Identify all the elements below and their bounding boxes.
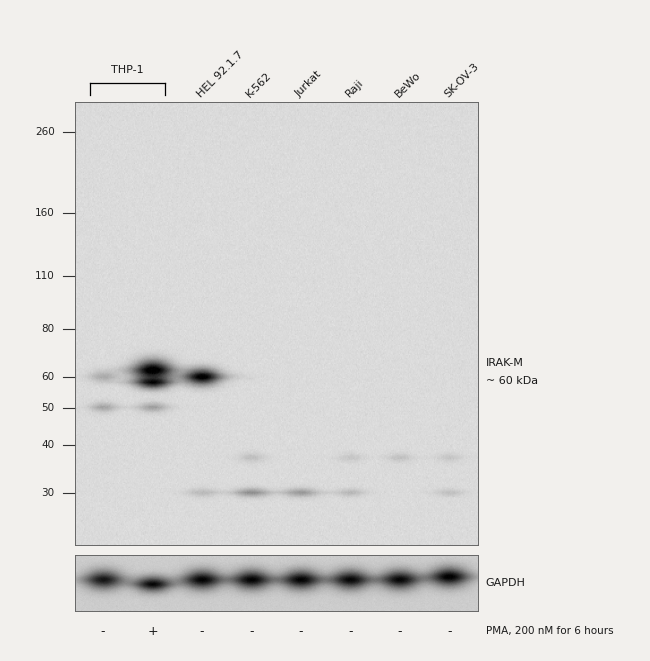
Text: BeWo: BeWo [393,69,422,99]
Text: 110: 110 [35,271,55,281]
Text: IRAK-M: IRAK-M [486,358,523,368]
Text: -: - [200,625,204,638]
Text: Raji: Raji [343,77,365,99]
Text: ~ 60 kDa: ~ 60 kDa [486,375,538,385]
Text: 60: 60 [42,372,55,382]
Text: 50: 50 [42,403,55,413]
Text: 160: 160 [35,208,55,218]
Text: HEL 92.1.7: HEL 92.1.7 [195,49,245,99]
Text: GAPDH: GAPDH [486,578,525,588]
Text: 40: 40 [42,440,55,450]
Text: THP-1: THP-1 [111,65,144,75]
Text: -: - [249,625,254,638]
Text: PMA, 200 nM for 6 hours: PMA, 200 nM for 6 hours [486,626,613,637]
Text: 30: 30 [42,488,55,498]
Text: -: - [101,625,105,638]
Text: 260: 260 [35,127,55,137]
Text: -: - [447,625,452,638]
Text: Jurkat: Jurkat [294,69,324,99]
Text: SK-OV-3: SK-OV-3 [443,61,480,99]
Text: -: - [398,625,402,638]
Text: -: - [299,625,304,638]
Text: K-562: K-562 [244,70,274,99]
Text: -: - [348,625,353,638]
Text: 80: 80 [42,324,55,334]
Text: +: + [147,625,158,638]
